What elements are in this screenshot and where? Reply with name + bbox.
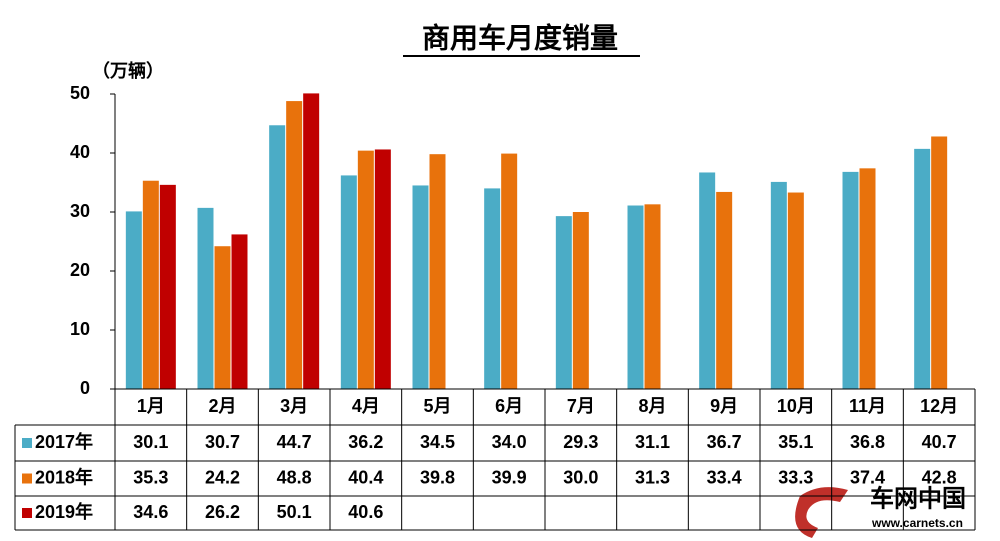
bar <box>770 181 787 389</box>
bar <box>374 149 391 389</box>
bar <box>286 101 303 389</box>
bar <box>303 93 320 389</box>
table-value: 37.4 <box>850 467 885 487</box>
legend-swatch <box>22 508 32 518</box>
bar <box>197 207 214 389</box>
bar <box>572 212 589 389</box>
bar <box>699 172 716 389</box>
x-tick-label: 7月 <box>567 396 595 416</box>
watermark-url: www.carnets.cn <box>871 516 963 530</box>
table-value: 31.1 <box>635 432 670 452</box>
bar <box>357 150 374 389</box>
bar <box>501 153 518 389</box>
table-value: 33.3 <box>778 467 813 487</box>
y-tick-label: 50 <box>70 83 90 103</box>
bar <box>859 168 876 389</box>
y-tick-label: 10 <box>70 319 90 339</box>
bar <box>484 188 501 389</box>
x-tick-label: 1月 <box>137 396 165 416</box>
table-value: 39.9 <box>492 467 527 487</box>
table-value: 34.0 <box>492 432 527 452</box>
legend-swatch <box>22 473 32 484</box>
bar <box>627 205 644 389</box>
table-value: 44.7 <box>277 432 312 452</box>
table-value: 34.6 <box>133 502 168 522</box>
table-value: 26.2 <box>205 502 240 522</box>
table-value: 29.3 <box>563 432 598 452</box>
table-value: 36.7 <box>707 432 742 452</box>
bar <box>931 136 948 389</box>
bar <box>340 175 357 389</box>
bar <box>159 184 176 389</box>
y-tick-label: 0 <box>80 378 90 398</box>
x-tick-label: 9月 <box>710 396 738 416</box>
table-value: 34.5 <box>420 432 455 452</box>
legend-label: 2018年 <box>35 466 93 487</box>
bar <box>214 246 231 389</box>
table-value: 48.8 <box>277 467 312 487</box>
y-tick-label: 40 <box>70 142 90 162</box>
x-tick-label: 10月 <box>777 396 815 416</box>
bar <box>914 148 931 389</box>
table-value: 24.2 <box>205 467 240 487</box>
x-tick-label: 11月 <box>849 396 886 416</box>
x-tick-label: 4月 <box>352 396 380 416</box>
table-value: 40.4 <box>348 467 383 487</box>
x-tick-label: 12月 <box>920 396 958 416</box>
x-tick-label: 5月 <box>423 396 451 416</box>
table-value: 39.8 <box>420 467 455 487</box>
chart-title: 商用车月度销量 <box>422 21 618 53</box>
bar <box>716 191 733 389</box>
table-value: 33.4 <box>707 467 742 487</box>
table-value: 40.7 <box>922 432 957 452</box>
legend-swatch <box>22 438 32 448</box>
table-value: 42.8 <box>922 467 957 487</box>
table-value: 35.3 <box>133 467 168 487</box>
watermark-logo <box>795 487 848 538</box>
x-tick-label: 6月 <box>495 396 523 416</box>
x-tick-label: 8月 <box>638 396 666 416</box>
table-value: 50.1 <box>277 502 312 522</box>
bar <box>231 234 248 389</box>
y-axis-label: （万辆） <box>92 60 164 81</box>
bar <box>412 185 429 389</box>
table-value: 36.8 <box>850 432 885 452</box>
watermark-text: 车网中国 <box>870 484 966 512</box>
table-value: 36.2 <box>348 432 383 452</box>
legend-label: 2019年 <box>35 501 93 522</box>
table-value: 30.7 <box>205 432 240 452</box>
bar <box>787 192 804 389</box>
table-value: 40.6 <box>348 502 383 522</box>
table-value: 31.3 <box>635 467 670 487</box>
bar <box>644 204 661 389</box>
x-tick-label: 2月 <box>208 396 236 416</box>
table-value: 30.0 <box>563 467 598 487</box>
watermark: 车网中国 www.carnets.cn <box>795 484 966 538</box>
y-tick-label: 30 <box>70 201 90 221</box>
y-tick-label: 20 <box>70 260 90 280</box>
legend-label: 2017年 <box>35 431 93 452</box>
bar <box>555 216 572 389</box>
bar <box>125 211 142 389</box>
table-value: 35.1 <box>778 432 813 452</box>
table-value: 30.1 <box>133 432 168 452</box>
bar <box>142 180 159 389</box>
bar <box>429 154 446 389</box>
bar <box>842 171 859 389</box>
bar <box>269 125 286 390</box>
x-tick-label: 3月 <box>280 396 308 416</box>
